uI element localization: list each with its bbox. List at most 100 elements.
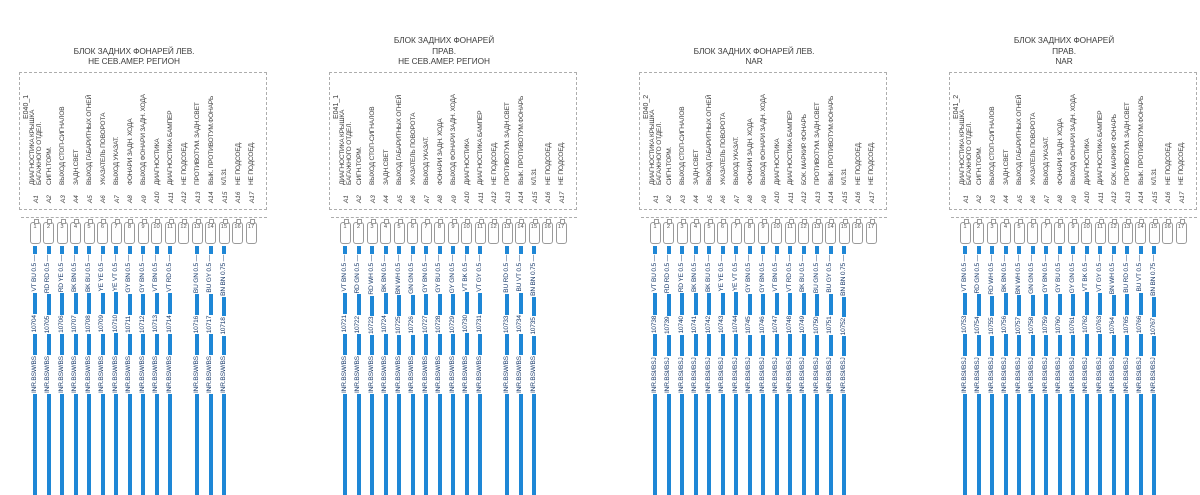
pin-function-label: ДИАГНОСТИКА БАМПЕР bbox=[167, 110, 175, 185]
wire-number: 10729 bbox=[448, 315, 457, 335]
wire-label: INR.BSW/BS 10709 YE YE 0.5 — bbox=[98, 254, 107, 394]
terminal: 6 bbox=[1027, 219, 1038, 244]
terminal-number: 1 bbox=[653, 224, 657, 230]
terminal-number: 17 bbox=[557, 224, 565, 230]
wire-harness-code: INR.BSI/BSJ bbox=[718, 356, 727, 394]
block-title: БЛОК ЗАДНИХ ФОНАРЕЙ ПРАВ. NAR bbox=[940, 35, 1188, 66]
wire-label: INR.BSW/BS 10708 BK BU 0.5 — bbox=[84, 254, 93, 394]
terminal-number: 3 bbox=[60, 224, 64, 230]
terminal-number: 9 bbox=[451, 224, 455, 230]
terminal: 7 bbox=[1040, 219, 1052, 244]
wire-label: INR.BSI/BSJ 10747 VT BN 0.5 — bbox=[772, 254, 781, 394]
pin-id: A10 bbox=[154, 191, 162, 203]
terminal-number: 5 bbox=[397, 224, 401, 230]
terminal: 15 bbox=[528, 219, 540, 244]
terminal-number: 12 bbox=[1110, 224, 1117, 230]
terminal-number: 3 bbox=[990, 224, 994, 230]
wire-harness-code: INR.BSW/BS bbox=[421, 355, 430, 394]
pin-id: A3 bbox=[369, 195, 377, 203]
wire-color-spec: BK BN 0.5 — bbox=[381, 254, 390, 294]
pin-function-label: ДИАГНОСТИКА БАМПЕР bbox=[477, 110, 485, 185]
wire-number: 10760 bbox=[1055, 315, 1064, 335]
terminal-number: 5 bbox=[1017, 224, 1021, 230]
connector-box: E041_2 ДИАГНОСТИКА КРЫШКА БАГАЖНОГО ОТДЕЛ… bbox=[949, 72, 1197, 210]
wire-color-spec: RD GN 0.5 — bbox=[354, 254, 363, 295]
wire-color-spec: GY BN 0.5 — bbox=[745, 254, 754, 294]
wire-harness-code: INR.BSI/BSJ bbox=[704, 356, 713, 394]
pin-id: A15 bbox=[841, 191, 849, 203]
pin-function-label: ДИАГНОСТИКА bbox=[463, 138, 471, 185]
wire-harness-code: INR.BSI/BSJ bbox=[1095, 356, 1104, 394]
terminal: 15 bbox=[218, 219, 230, 244]
pin-id: A16 bbox=[1165, 191, 1173, 203]
pin-id: A4 bbox=[73, 195, 81, 203]
pin-id: A12 bbox=[491, 191, 499, 203]
wire-label: INR.BSI/BSJ 10743 YE YE 0.5 — bbox=[718, 254, 727, 394]
wire-number: 10710 bbox=[111, 314, 120, 334]
pin-id: A15 bbox=[221, 191, 229, 203]
wire-color-spec: RD RD 0.5 — bbox=[664, 254, 673, 295]
terminal: 8 bbox=[744, 219, 755, 244]
terminal: 1 bbox=[339, 219, 351, 244]
wire-label: INR.BSI/BSJ 10741 BK BN 0.5 — bbox=[691, 254, 700, 394]
wire-number: 10751 bbox=[826, 315, 835, 335]
pin-id: A11 bbox=[1097, 192, 1105, 203]
terminal: 4 bbox=[690, 219, 701, 244]
wire-harness-code: INR.BSW/BS bbox=[30, 355, 39, 394]
wire-label: INR.BSW/BS 10730 VT BK 0.5 — bbox=[462, 254, 471, 394]
wire-label: INR.BSW/BS 10706 RD YE 0.5 — bbox=[57, 254, 66, 394]
wire-harness-code: INR.BSI/BSJ bbox=[785, 356, 794, 394]
wire-harness-code: INR.BSI/BSJ bbox=[664, 356, 673, 394]
wire-color-spec: BU RD 0.5 — bbox=[502, 254, 511, 294]
wire-harness-code: INR.BSW/BS bbox=[57, 355, 66, 394]
terminal-number: 17 bbox=[247, 224, 255, 230]
terminal-number: 8 bbox=[747, 224, 752, 230]
wire-number: 10738 bbox=[650, 314, 659, 335]
wire-harness-code: INR.BSI/BSJ bbox=[731, 356, 740, 394]
terminal: 17 bbox=[865, 219, 877, 244]
terminal-number: 8 bbox=[437, 224, 442, 230]
pin-function-label: НЕ ПОДСОЕД. bbox=[490, 141, 498, 185]
pin-id: A9 bbox=[450, 195, 458, 203]
wire-number: 10723 bbox=[367, 315, 376, 336]
wire-number: 10755 bbox=[987, 316, 996, 336]
pin-id: A2 bbox=[356, 195, 364, 203]
wire-label: INR.BSI/BSJ 10763 VT GY 0.5 — bbox=[1095, 254, 1104, 394]
block-title-line: ПРАВ. bbox=[1052, 45, 1076, 56]
pin-function-label: УКАЗАТЕЛЬ ПОВОРОТА bbox=[1029, 112, 1037, 185]
terminal-number: 16 bbox=[854, 224, 861, 230]
terminal: 6 bbox=[717, 219, 728, 244]
terminal: 4 bbox=[1000, 219, 1011, 244]
terminal-number: 7 bbox=[734, 224, 738, 230]
pin-function-label: ВЫК. ПРОТИВОТУМ.ФОНАРЬ bbox=[827, 95, 835, 185]
wire-number: 10740 bbox=[677, 315, 686, 335]
pin-id: A2 bbox=[46, 195, 54, 203]
pin-function-label: БОК. МАРКИР. ФОНАРЬ bbox=[1110, 114, 1118, 185]
terminal: 11 bbox=[474, 219, 486, 244]
wire-harness-code: INR.BSW/BS bbox=[516, 355, 525, 394]
wire-color-spec: RD RD 0.5 — bbox=[44, 254, 53, 295]
wire-color-spec: RD WH 0.5 — bbox=[987, 254, 996, 296]
wire-harness-code: INR.BSI/BSJ bbox=[799, 356, 808, 394]
terminal-number: 11 bbox=[476, 224, 484, 230]
terminal: 4 bbox=[70, 219, 81, 244]
wire-color-spec: BK BN 0.5 — bbox=[691, 254, 700, 294]
wire-number: 10763 bbox=[1095, 314, 1104, 335]
wire-color-spec: VT BN 0.5 — bbox=[340, 254, 349, 293]
pin-function-label: УКАЗАТЕЛЬ ПОВОРОТА bbox=[99, 112, 107, 185]
wire-color-spec: BN WH 0.5 — bbox=[394, 254, 403, 296]
wire-label: INR.BSI/BSJ 10746 GY BN 0.5 — bbox=[758, 254, 767, 394]
wire-number: 10753 bbox=[960, 314, 969, 335]
pin-id: A7 bbox=[113, 195, 121, 203]
terminal-number: 14 bbox=[1137, 224, 1144, 230]
pin-function-label: БОК. МАРКИР. ФОНАРЬ bbox=[800, 114, 808, 185]
terminal: 1 bbox=[959, 219, 971, 244]
terminal-number: 14 bbox=[517, 224, 524, 230]
pin-id: A6 bbox=[1030, 195, 1038, 203]
pin-function-label: ВЫК. ПРОТИВОТУМ.ФОНАРЬ bbox=[207, 95, 215, 185]
wire-color-spec: RD WH 0.5 — bbox=[367, 254, 376, 296]
wire-label: INR.BSI/BSJ 10742 BK BU 0.5 — bbox=[704, 254, 713, 394]
wire-number: 10749 bbox=[799, 315, 808, 335]
wire-color-spec: GY BU 0.5 — bbox=[435, 254, 444, 294]
wire-harness-code: INR.BSW/BS bbox=[152, 355, 161, 394]
